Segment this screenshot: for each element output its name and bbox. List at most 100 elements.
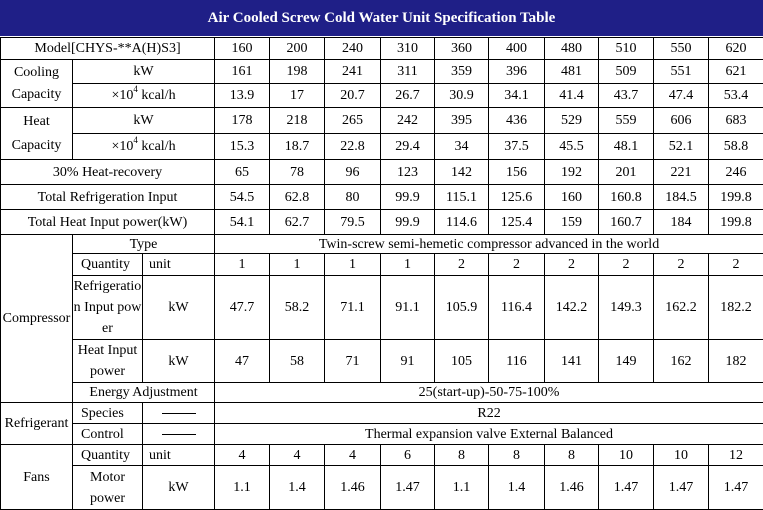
fans-motor-power-value: 1.4 bbox=[270, 466, 325, 510]
cooling-kcal-value: 47.4 bbox=[654, 84, 709, 108]
unit-suffix: kcal/h bbox=[138, 139, 176, 154]
compressor-refrigeration-input-value: 149.3 bbox=[599, 276, 654, 340]
fans-quantity-value: 8 bbox=[489, 445, 545, 466]
total-refrigeration-value: 80 bbox=[325, 185, 381, 210]
cooling-kcal-value: 41.4 bbox=[545, 84, 599, 108]
compressor-quantity-value: 2 bbox=[435, 254, 489, 276]
heat-kw-value: 436 bbox=[489, 108, 545, 134]
compressor-refrigeration-input-value: 116.4 bbox=[489, 276, 545, 340]
fans-quantity-value: 4 bbox=[270, 445, 325, 466]
heat-kcal-value: 15.3 bbox=[215, 134, 270, 160]
table-row: Compressor Type Twin-screw semi-hemetic … bbox=[1, 235, 763, 254]
heat-kcal-value: 45.5 bbox=[545, 134, 599, 160]
heat-kw-unit: kW bbox=[73, 108, 215, 134]
fans-quantity-value: 10 bbox=[654, 445, 709, 466]
compressor-quantity-label: Quantity bbox=[73, 254, 143, 276]
compressor-quantity-unit: unit bbox=[143, 254, 215, 276]
model-value: 200 bbox=[270, 38, 325, 60]
heat-recovery-value: 192 bbox=[545, 160, 599, 185]
dash-line bbox=[162, 434, 196, 435]
table-row: Control Thermal expansion valve External… bbox=[1, 424, 763, 445]
cooling-kw-value: 396 bbox=[489, 60, 545, 84]
fans-quantity-value: 4 bbox=[325, 445, 381, 466]
heat-recovery-value: 123 bbox=[381, 160, 435, 185]
heat-kcal-value: 29.4 bbox=[381, 134, 435, 160]
model-value: 620 bbox=[709, 38, 763, 60]
total-refrigeration-value: 54.5 bbox=[215, 185, 270, 210]
fans-label: Fans bbox=[1, 445, 73, 510]
cooling-kcal-value: 43.7 bbox=[599, 84, 654, 108]
fans-quantity-value: 4 bbox=[215, 445, 270, 466]
table-row: Total Heat Input power(kW) 54.1 62.7 79.… bbox=[1, 210, 763, 235]
fans-motor-power-value: 1.1 bbox=[435, 466, 489, 510]
compressor-heat-input-value: 71 bbox=[325, 340, 381, 383]
model-value: 480 bbox=[545, 38, 599, 60]
energy-adjustment-value: 25(start-up)-50-75-100% bbox=[215, 383, 763, 403]
heat-recovery-value: 221 bbox=[654, 160, 709, 185]
heat-recovery-value: 246 bbox=[709, 160, 763, 185]
compressor-quantity-value: 1 bbox=[325, 254, 381, 276]
heat-recovery-value: 78 bbox=[270, 160, 325, 185]
compressor-quantity-value: 1 bbox=[215, 254, 270, 276]
compressor-heat-input-value: 105 bbox=[435, 340, 489, 383]
compressor-heat-input-value: 47 bbox=[215, 340, 270, 383]
spec-table: Model[CHYS-**A(H)S3] 160 200 240 310 360… bbox=[0, 37, 763, 510]
heat-kcal-unit: ×104 kcal/h bbox=[73, 134, 215, 160]
fans-motor-power-value: 1.47 bbox=[599, 466, 654, 510]
total-refrigeration-value: 125.6 bbox=[489, 185, 545, 210]
cooling-kcal-value: 17 bbox=[270, 84, 325, 108]
compressor-refrigeration-input-value: 71.1 bbox=[325, 276, 381, 340]
model-label: Model[CHYS-**A(H)S3] bbox=[1, 38, 215, 60]
cooling-kcal-value: 30.9 bbox=[435, 84, 489, 108]
dash-line bbox=[162, 413, 196, 414]
total-refrigeration-value: 115.1 bbox=[435, 185, 489, 210]
compressor-refrigeration-input-value: 58.2 bbox=[270, 276, 325, 340]
fans-motor-power-value: 1.46 bbox=[545, 466, 599, 510]
compressor-heat-input-value: 58 bbox=[270, 340, 325, 383]
heat-recovery-label: 30% Heat-recovery bbox=[1, 160, 215, 185]
table-row: Heat Input power kW 47 58 71 91 105 116 … bbox=[1, 340, 763, 383]
compressor-heat-input-value: 141 bbox=[545, 340, 599, 383]
fans-motor-power-value: 1.47 bbox=[709, 466, 763, 510]
compressor-quantity-value: 1 bbox=[270, 254, 325, 276]
refrigerant-control-label: Control bbox=[73, 424, 143, 445]
compressor-type-value: Twin-screw semi-hemetic compressor advan… bbox=[215, 235, 763, 254]
total-refrigeration-value: 62.8 bbox=[270, 185, 325, 210]
compressor-refrigeration-input-value: 91.1 bbox=[381, 276, 435, 340]
heat-kcal-value: 52.1 bbox=[654, 134, 709, 160]
compressor-refrigeration-input-value: 47.7 bbox=[215, 276, 270, 340]
total-heat-input-value: 199.8 bbox=[709, 210, 763, 235]
compressor-refrigeration-input-unit: kW bbox=[143, 276, 215, 340]
fans-quantity-value: 8 bbox=[545, 445, 599, 466]
cooling-kcal-value: 34.1 bbox=[489, 84, 545, 108]
cooling-capacity-label: Cooling Capacity bbox=[1, 60, 73, 108]
compressor-type-label: Type bbox=[73, 235, 215, 254]
fans-motor-power-label: Motor power bbox=[73, 466, 143, 510]
compressor-refrigeration-input-value: 182.2 bbox=[709, 276, 763, 340]
compressor-heat-input-value: 116 bbox=[489, 340, 545, 383]
total-refrigeration-label: Total Refrigeration Input bbox=[1, 185, 215, 210]
table-row: ×104 kcal/h 13.9 17 20.7 26.7 30.9 34.1 … bbox=[1, 84, 763, 108]
fans-quantity-value: 8 bbox=[435, 445, 489, 466]
table-row: Total Refrigeration Input 54.5 62.8 80 9… bbox=[1, 185, 763, 210]
unit-exponent: 4 bbox=[133, 84, 138, 94]
total-heat-input-value: 184 bbox=[654, 210, 709, 235]
fans-motor-power-value: 1.47 bbox=[381, 466, 435, 510]
total-refrigeration-value: 160.8 bbox=[599, 185, 654, 210]
compressor-heat-input-label: Heat Input power bbox=[73, 340, 143, 383]
heat-kw-value: 178 bbox=[215, 108, 270, 134]
fans-quantity-value: 10 bbox=[599, 445, 654, 466]
fans-quantity-value: 6 bbox=[381, 445, 435, 466]
compressor-refrigeration-input-value: 105.9 bbox=[435, 276, 489, 340]
table-row: Model[CHYS-**A(H)S3] 160 200 240 310 360… bbox=[1, 38, 763, 60]
heat-kcal-value: 37.5 bbox=[489, 134, 545, 160]
fans-motor-power-unit: kW bbox=[143, 466, 215, 510]
cooling-kw-value: 551 bbox=[654, 60, 709, 84]
heat-kw-value: 265 bbox=[325, 108, 381, 134]
refrigerant-species-label: Species bbox=[73, 403, 143, 424]
cooling-kw-value: 161 bbox=[215, 60, 270, 84]
compressor-label: Compressor bbox=[1, 235, 73, 403]
total-heat-input-value: 54.1 bbox=[215, 210, 270, 235]
compressor-heat-input-unit: kW bbox=[143, 340, 215, 383]
fans-quantity-value: 12 bbox=[709, 445, 763, 466]
